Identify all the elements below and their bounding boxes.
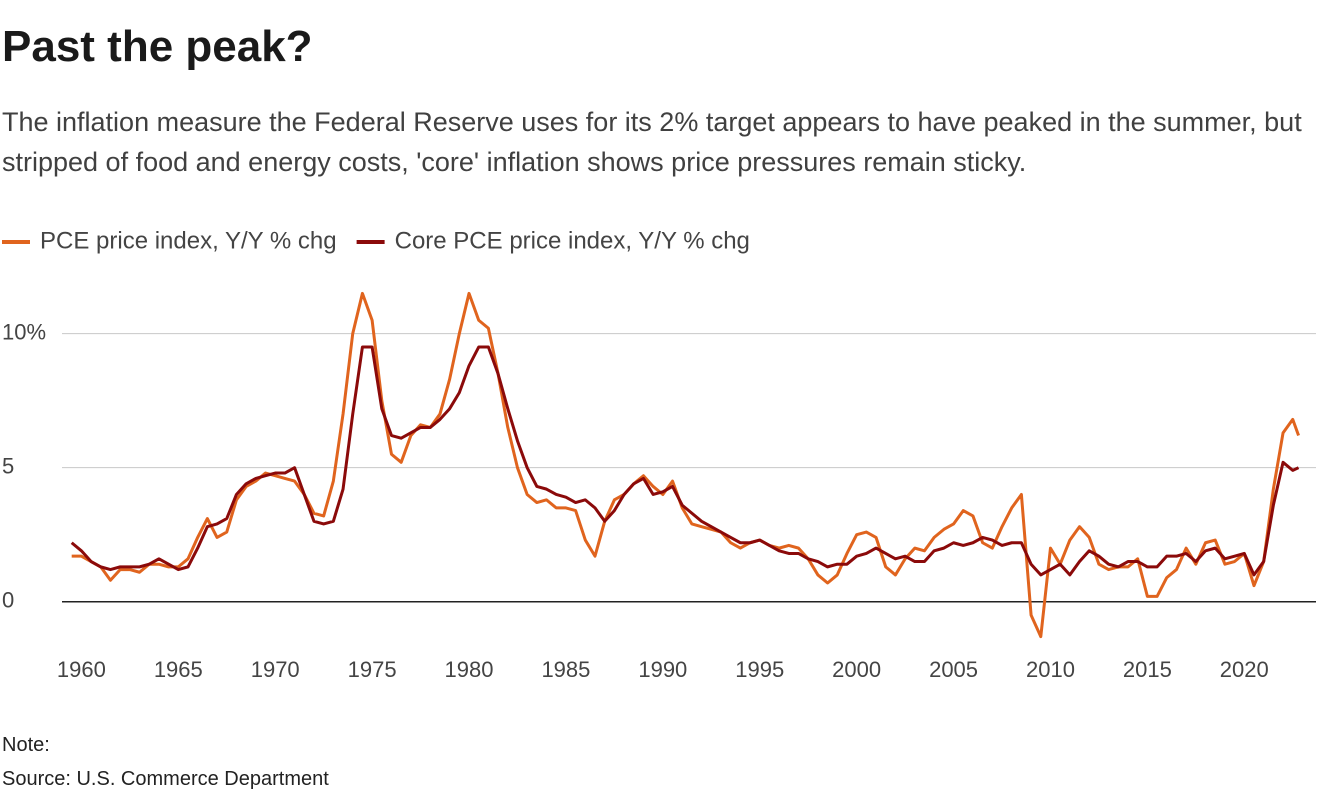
x-tick-label: 1985 xyxy=(541,657,590,682)
note: Note: xyxy=(2,734,50,756)
x-tick-label: 1960 xyxy=(57,657,106,682)
chart-title: Past the peak? xyxy=(2,22,313,71)
x-tick-label: 1965 xyxy=(154,657,203,682)
x-tick-label: 1975 xyxy=(348,657,397,682)
y-tick-label: 10% xyxy=(2,319,46,344)
x-tick-label: 2015 xyxy=(1123,657,1172,682)
chart-subtitle: The inflation measure the Federal Reserv… xyxy=(2,107,1302,177)
source: Source: U.S. Commerce Department xyxy=(2,768,329,790)
x-tick-label: 2005 xyxy=(929,657,978,682)
x-tick-label: 1995 xyxy=(735,657,784,682)
chart: PCE price index, Y/Y % chg Core PCE price… xyxy=(2,227,1316,682)
x-tick-label: 2010 xyxy=(1026,657,1075,682)
legend-label: PCE price index, Y/Y % chg xyxy=(40,227,337,254)
series-line xyxy=(71,291,1300,639)
legend-label: Core PCE price index, Y/Y % chg xyxy=(395,227,750,254)
x-tick-label: 1980 xyxy=(445,657,494,682)
series-line xyxy=(70,345,1300,577)
y-tick-label: 0 xyxy=(2,588,14,613)
x-tick-label: 1970 xyxy=(251,657,300,682)
x-tick-label: 2000 xyxy=(832,657,881,682)
x-tick-label: 2020 xyxy=(1220,657,1269,682)
x-tick-label: 1990 xyxy=(638,657,687,682)
y-tick-label: 5 xyxy=(2,453,14,478)
